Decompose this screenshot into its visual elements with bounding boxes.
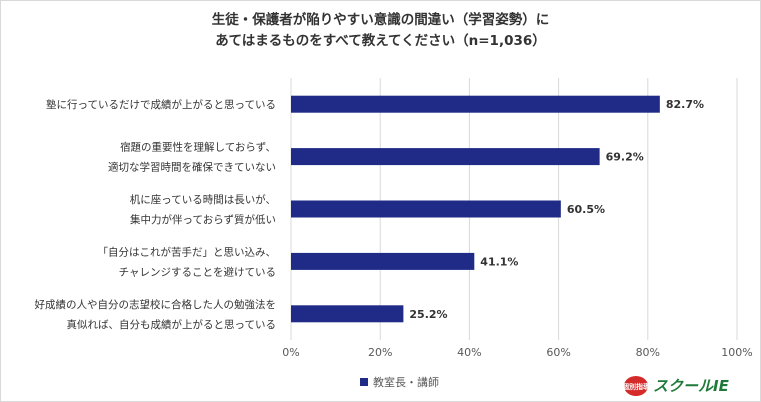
category-label: チャレンジすることを避けている <box>119 265 276 278</box>
x-tick-label: 40% <box>457 346 481 359</box>
x-tick-label: 20% <box>368 346 392 359</box>
bar-value-label: 60.5% <box>567 203 605 216</box>
x-tick-label: 60% <box>546 346 570 359</box>
bar-value-label: 69.2% <box>606 151 644 164</box>
logo-badge-text: 個別指導 <box>623 382 650 391</box>
legend-label: 教室長・講師 <box>373 376 439 389</box>
x-tick-label: 80% <box>636 346 660 359</box>
x-tick-label: 100% <box>721 346 752 359</box>
bar <box>291 200 561 218</box>
category-label: 「自分はこれが苦手だ」と思い込み、 <box>98 245 277 258</box>
x-tick-label: 0% <box>282 346 299 359</box>
category-label: 真似れば、自分も成績が上がると思っている <box>67 318 276 331</box>
logo-name: スクールIE <box>653 377 730 395</box>
bar <box>291 252 475 270</box>
bar <box>291 305 404 323</box>
category-label: 机に座っている時間は長いが、 <box>130 193 276 206</box>
bar-value-label: 82.7% <box>666 98 704 111</box>
school-ie-logo: 個別指導 スクールIE <box>623 376 730 396</box>
logo-badge <box>624 376 648 396</box>
category-label: 塾に行っているだけで成績が上がると思っている <box>46 98 276 111</box>
category-label: 宿題の重要性を理解しておらず、 <box>120 141 276 154</box>
title-line-2: あてはまるものをすべて教えてください（n=1,036） <box>215 33 546 49</box>
chart-title: 生徒・保護者が陥りやすい意識の間違い（学習姿勢）に あてはまるものをすべて教えて… <box>0 10 761 52</box>
category-label: 適切な学習時間を確保できていない <box>108 161 276 174</box>
title-line-1: 生徒・保護者が陥りやすい意識の間違い（学習姿勢）に <box>211 12 550 28</box>
bar <box>291 148 600 166</box>
bar-value-label: 41.1% <box>480 255 518 268</box>
legend-swatch <box>360 378 368 386</box>
category-label: 好成績の人や自分の志望校に合格した人の勉強法を <box>35 298 277 311</box>
legend: 教室長・講師 <box>360 374 439 390</box>
bar <box>291 95 660 113</box>
category-label: 集中力が伴っておらず質が低い <box>130 213 276 226</box>
bar-value-label: 25.2% <box>409 308 447 321</box>
